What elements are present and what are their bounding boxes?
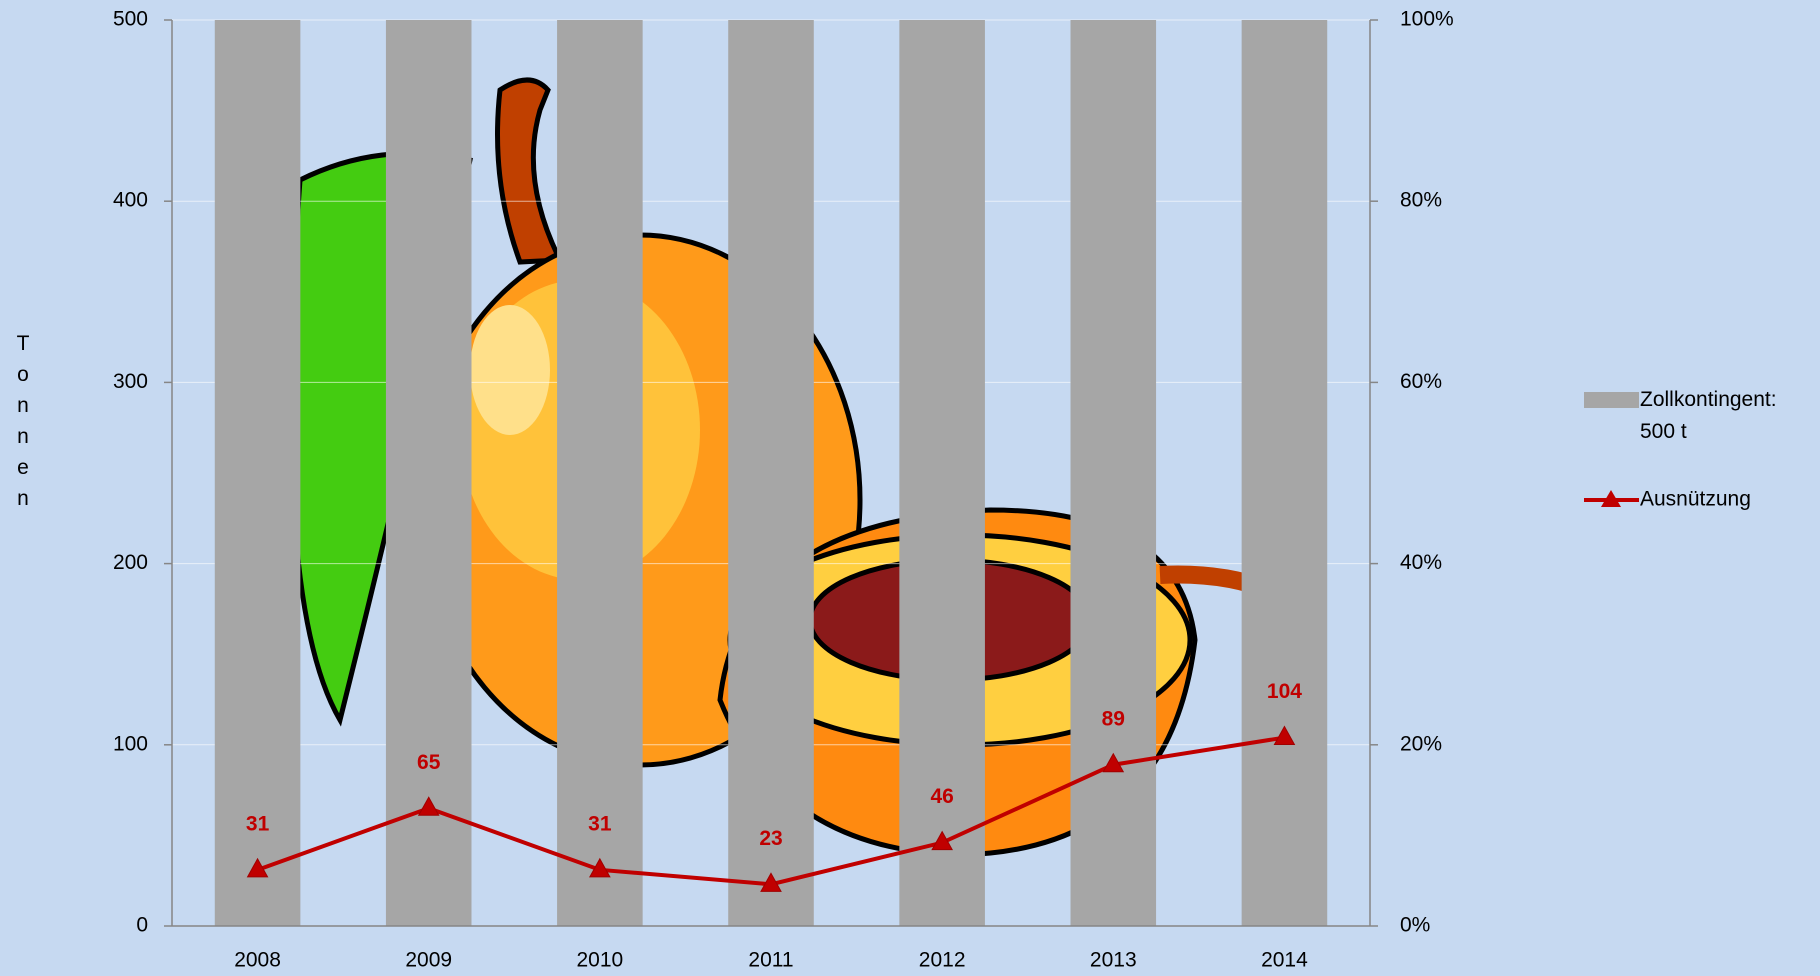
y-tick-label: 300 <box>113 370 148 393</box>
marker <box>246 857 269 878</box>
marker <box>760 872 782 892</box>
y-tick-label: 200 <box>113 551 148 574</box>
legend-marker <box>1601 490 1621 507</box>
bar <box>728 20 814 926</box>
y2-tick-label: 40% <box>1400 551 1442 574</box>
legend-swatch <box>1584 392 1639 408</box>
x-tick-label: 2013 <box>1090 949 1137 972</box>
data-label: 104 <box>1267 680 1302 703</box>
y-tick-label: 500 <box>113 8 148 31</box>
y2-tick-label: 0% <box>1400 914 1430 937</box>
x-tick-label: 2012 <box>919 949 966 972</box>
x-tick-label: 2014 <box>1261 949 1308 972</box>
y2-tick-label: 60% <box>1400 370 1442 393</box>
y-axis-title: Tonnen <box>12 332 35 518</box>
data-label: 89 <box>1102 707 1125 730</box>
y-tick-label: 400 <box>113 189 148 212</box>
data-label: 31 <box>588 812 612 835</box>
x-tick-label: 2011 <box>748 949 793 972</box>
marker <box>931 830 953 851</box>
bar <box>385 20 472 926</box>
y2-tick-label: 80% <box>1400 189 1442 212</box>
legend-label-line: 500 t <box>1640 420 1687 443</box>
y2-tick-label: 20% <box>1400 732 1442 755</box>
x-tick-label: 2008 <box>234 949 281 972</box>
bar <box>899 20 985 926</box>
y2-tick-label: 100% <box>1400 8 1454 31</box>
legend-label: Zollkontingent: 500 t <box>1640 388 1777 443</box>
bar <box>557 20 643 926</box>
marker <box>589 857 611 878</box>
legend-label: Ausnützung <box>1640 488 1751 511</box>
bar <box>1070 20 1157 926</box>
data-label: 31 <box>246 812 270 835</box>
y-tick-label: 100 <box>113 732 148 755</box>
marker <box>417 796 440 816</box>
data-label: 46 <box>930 785 953 808</box>
marker <box>1273 725 1296 746</box>
y-tick-label: 0 <box>136 914 148 937</box>
x-tick-label: 2010 <box>576 949 623 972</box>
bar <box>1241 20 1328 926</box>
legend-label-line: Zollkontingent: <box>1640 388 1777 411</box>
bar <box>214 20 301 926</box>
marker <box>1102 752 1125 773</box>
data-label: 65 <box>417 751 441 774</box>
x-tick-label: 2009 <box>405 949 452 972</box>
data-label: 23 <box>759 827 782 850</box>
